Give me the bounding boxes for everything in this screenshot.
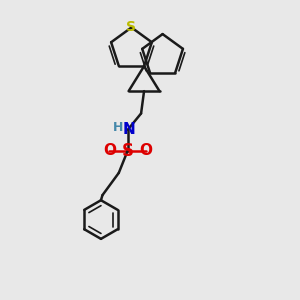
Text: S: S <box>127 20 136 34</box>
Text: S: S <box>122 142 134 160</box>
Text: N: N <box>123 122 136 137</box>
Text: O: O <box>140 143 153 158</box>
Text: H: H <box>113 121 123 134</box>
Text: O: O <box>103 143 116 158</box>
